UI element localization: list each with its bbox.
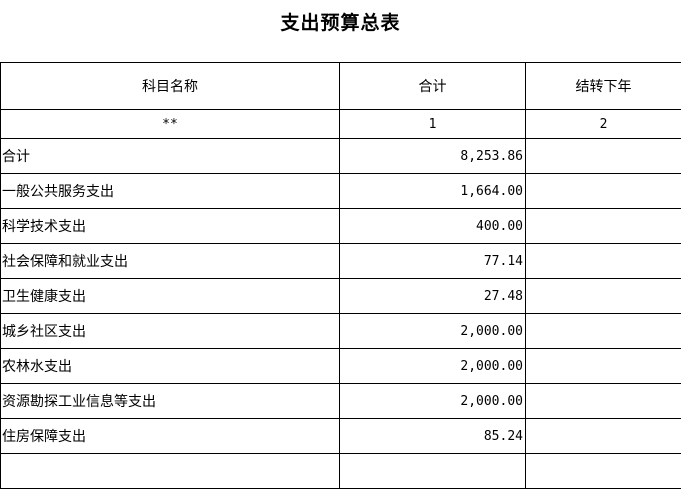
row-total: 85.24 — [339, 418, 526, 454]
header-subject: 科目名称 — [0, 62, 340, 110]
table-row: 社会保障和就业支出 77.14 — [0, 243, 681, 279]
budget-table: 科目名称 合计 结转下年 ** 1 2 合计 8,253.86 一般公共服务支出 1,… — [0, 62, 681, 489]
row-carryover — [525, 348, 681, 384]
row-name: 科学技术支出 — [0, 208, 340, 244]
page-title: 支出预算总表 — [280, 12, 401, 34]
row-name: 一般公共服务支出 — [0, 173, 340, 209]
header-row: 科目名称 合计 结转下年 — [0, 62, 681, 110]
row-name: 住房保障支出 — [0, 418, 340, 454]
row-carryover — [525, 383, 681, 419]
table-row: 城乡社区支出 2,000.00 — [0, 313, 681, 349]
row-carryover — [525, 208, 681, 244]
header-carryover: 结转下年 — [525, 62, 681, 110]
row-name: 资源勘探工业信息等支出 — [0, 383, 340, 419]
table-row: 农林水支出 2,000.00 — [0, 348, 681, 384]
index-cell: 2 — [525, 109, 681, 139]
table-row: 科学技术支出 400.00 — [0, 208, 681, 244]
row-total: 2,000.00 — [339, 313, 526, 349]
row-total: 2,000.00 — [339, 348, 526, 384]
row-name — [0, 453, 340, 489]
row-carryover — [525, 313, 681, 349]
row-name: 城乡社区支出 — [0, 313, 340, 349]
index-cell: ** — [0, 109, 340, 139]
row-name: 农林水支出 — [0, 348, 340, 384]
table-row: 一般公共服务支出 1,664.00 — [0, 173, 681, 209]
row-total: 2,000.00 — [339, 383, 526, 419]
row-total: 1,664.00 — [339, 173, 526, 209]
row-total: 27.48 — [339, 278, 526, 314]
row-total — [339, 453, 526, 489]
row-total: 77.14 — [339, 243, 526, 279]
index-row: ** 1 2 — [0, 109, 681, 139]
row-carryover — [525, 453, 681, 489]
row-carryover — [525, 138, 681, 174]
table-row: 住房保障支出 85.24 — [0, 418, 681, 454]
row-name: 社会保障和就业支出 — [0, 243, 340, 279]
row-carryover — [525, 243, 681, 279]
table-row: 卫生健康支出 27.48 — [0, 278, 681, 314]
row-carryover — [525, 173, 681, 209]
row-name: 合计 — [0, 138, 340, 174]
table-row: 合计 8,253.86 — [0, 138, 681, 174]
table-row — [0, 453, 681, 489]
table-row: 资源勘探工业信息等支出 2,000.00 — [0, 383, 681, 419]
row-total: 8,253.86 — [339, 138, 526, 174]
row-name: 卫生健康支出 — [0, 278, 340, 314]
row-carryover — [525, 418, 681, 454]
row-total: 400.00 — [339, 208, 526, 244]
header-total: 合计 — [339, 62, 526, 110]
index-cell: 1 — [339, 109, 526, 139]
row-carryover — [525, 278, 681, 314]
